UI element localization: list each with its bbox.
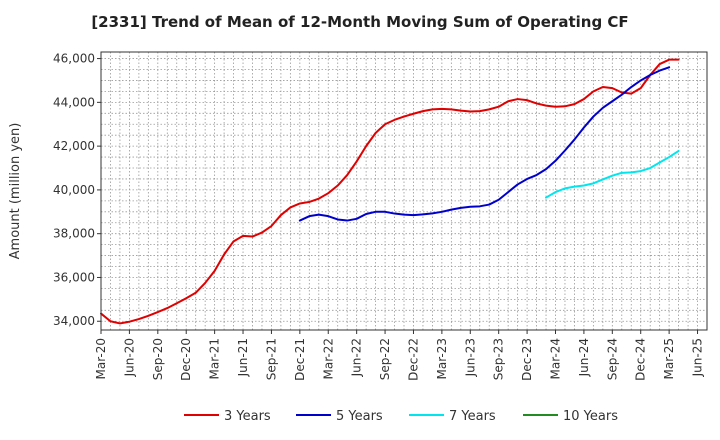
y-tick-label: 46,000 — [53, 52, 95, 66]
x-tick-label: Jun-25 — [691, 338, 705, 377]
grid — [101, 52, 707, 330]
x-tick-label: Jun-24 — [577, 338, 591, 377]
series-line-5-years — [298, 66, 671, 222]
y-axis-label: Amount (million yen) — [8, 123, 23, 260]
legend: 3 Years 5 Years 7 Years 10 Years — [184, 409, 618, 424]
series-lines — [100, 58, 680, 325]
x-tick-label: Jun-20 — [122, 338, 136, 377]
chart-title: [2331] Trend of Mean of 12-Month Moving … — [91, 13, 628, 31]
x-tick-label: Mar-20 — [94, 338, 108, 379]
x-tick-label: Mar-22 — [321, 338, 335, 379]
series-line-3-years — [100, 58, 680, 325]
x-tick-label: Sep-24 — [605, 338, 619, 380]
x-tick-label: Mar-25 — [662, 338, 676, 379]
x-axis: Mar-20 Jun-20 Sep-20 Dec-20 Mar-21 Jun-21 Sep-… — [94, 330, 705, 381]
legend-label: 10 Years — [563, 409, 618, 424]
x-tick-label: Jun-23 — [463, 338, 477, 377]
y-tick-label: 44,000 — [53, 95, 95, 109]
y-tick-label: 42,000 — [53, 139, 95, 153]
y-tick-label: 34,000 — [53, 314, 95, 328]
x-tick-label: Sep-23 — [492, 338, 506, 380]
x-tick-label: Sep-22 — [378, 338, 392, 380]
x-tick-label: Sep-21 — [264, 338, 278, 380]
x-tick-label: Dec-24 — [634, 338, 648, 381]
legend-label: 3 Years — [224, 409, 271, 424]
plot-frame — [100, 51, 708, 331]
y-axis: 34,000 36,000 38,000 40,000 42,000 44,000 46,0… — [53, 52, 101, 328]
x-tick-label: Dec-23 — [520, 338, 534, 381]
y-tick-label: 36,000 — [53, 270, 95, 284]
legend-label: 5 Years — [336, 409, 383, 424]
x-tick-label: Jun-22 — [350, 338, 364, 377]
x-tick-label: Dec-20 — [179, 338, 193, 381]
series-line-7-years — [545, 149, 680, 199]
x-tick-label: Mar-21 — [208, 338, 222, 379]
y-tick-label: 40,000 — [53, 183, 95, 197]
x-tick-label: Mar-24 — [549, 338, 563, 379]
x-tick-label: Dec-22 — [406, 338, 420, 381]
legend-label: 7 Years — [449, 409, 496, 424]
x-tick-label: Dec-21 — [293, 338, 307, 381]
y-tick-label: 38,000 — [53, 227, 95, 241]
x-tick-label: Sep-20 — [151, 338, 165, 380]
x-tick-label: Mar-23 — [435, 338, 449, 379]
x-tick-label: Jun-21 — [236, 338, 250, 377]
